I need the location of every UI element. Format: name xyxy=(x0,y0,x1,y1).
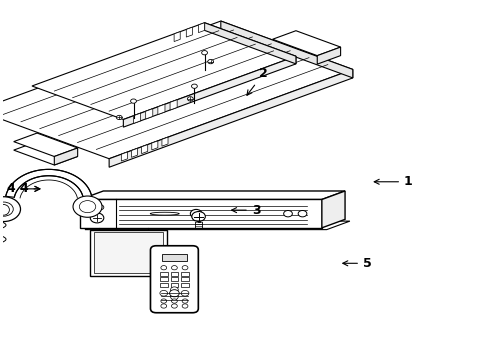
Polygon shape xyxy=(14,141,78,165)
Circle shape xyxy=(161,299,166,303)
Polygon shape xyxy=(145,109,152,119)
Polygon shape xyxy=(133,113,141,123)
Ellipse shape xyxy=(0,204,9,215)
Bar xyxy=(161,254,187,261)
Text: 5: 5 xyxy=(342,257,371,270)
Polygon shape xyxy=(85,221,349,230)
Polygon shape xyxy=(14,133,78,157)
Bar xyxy=(94,233,163,273)
Circle shape xyxy=(0,202,13,216)
Polygon shape xyxy=(221,21,352,78)
Polygon shape xyxy=(142,145,147,154)
Circle shape xyxy=(161,304,166,308)
Polygon shape xyxy=(80,191,345,199)
Bar xyxy=(160,283,167,287)
Polygon shape xyxy=(204,23,295,64)
Circle shape xyxy=(283,211,292,217)
Polygon shape xyxy=(158,104,164,114)
Circle shape xyxy=(181,291,188,296)
Bar xyxy=(181,283,188,287)
Circle shape xyxy=(191,84,197,88)
Bar xyxy=(160,272,167,275)
Bar xyxy=(170,272,178,275)
Polygon shape xyxy=(198,23,204,33)
Polygon shape xyxy=(186,27,192,37)
Polygon shape xyxy=(32,23,295,120)
Circle shape xyxy=(207,59,213,64)
Circle shape xyxy=(170,287,178,293)
Text: 2: 2 xyxy=(246,67,267,95)
Polygon shape xyxy=(121,152,127,161)
Circle shape xyxy=(182,266,187,270)
Polygon shape xyxy=(131,148,137,157)
Circle shape xyxy=(90,213,103,223)
Bar xyxy=(170,277,178,281)
Polygon shape xyxy=(174,32,180,41)
Polygon shape xyxy=(0,21,352,159)
Polygon shape xyxy=(123,56,295,127)
Bar xyxy=(170,283,178,287)
Circle shape xyxy=(79,201,96,213)
Polygon shape xyxy=(90,230,167,276)
Circle shape xyxy=(130,99,136,103)
Text: 4: 4 xyxy=(6,183,40,195)
Bar xyxy=(160,277,167,281)
Circle shape xyxy=(169,290,179,297)
Circle shape xyxy=(171,304,177,308)
Polygon shape xyxy=(272,31,340,56)
Circle shape xyxy=(298,211,306,217)
Circle shape xyxy=(190,210,202,218)
Circle shape xyxy=(171,266,177,270)
Circle shape xyxy=(0,197,20,221)
Circle shape xyxy=(170,294,178,300)
Circle shape xyxy=(171,299,177,303)
Text: 1: 1 xyxy=(373,175,412,188)
Circle shape xyxy=(97,205,103,210)
Text: 4: 4 xyxy=(20,183,40,195)
Polygon shape xyxy=(80,199,321,228)
Circle shape xyxy=(187,97,193,101)
Circle shape xyxy=(160,291,167,296)
Polygon shape xyxy=(162,137,168,146)
Polygon shape xyxy=(317,47,340,64)
Polygon shape xyxy=(109,69,352,167)
Bar xyxy=(181,272,188,275)
Polygon shape xyxy=(6,169,91,197)
Polygon shape xyxy=(321,191,345,228)
Polygon shape xyxy=(151,141,158,150)
Circle shape xyxy=(182,299,187,303)
Circle shape xyxy=(82,205,89,210)
Polygon shape xyxy=(170,100,177,110)
Circle shape xyxy=(201,51,207,55)
Circle shape xyxy=(116,115,122,120)
Ellipse shape xyxy=(150,212,179,215)
Circle shape xyxy=(90,205,96,210)
Polygon shape xyxy=(54,148,78,165)
Circle shape xyxy=(73,196,102,217)
Bar xyxy=(181,277,188,281)
Circle shape xyxy=(182,304,187,308)
Text: 3: 3 xyxy=(231,204,260,217)
FancyBboxPatch shape xyxy=(150,246,198,313)
Circle shape xyxy=(191,212,205,221)
Circle shape xyxy=(161,266,166,270)
